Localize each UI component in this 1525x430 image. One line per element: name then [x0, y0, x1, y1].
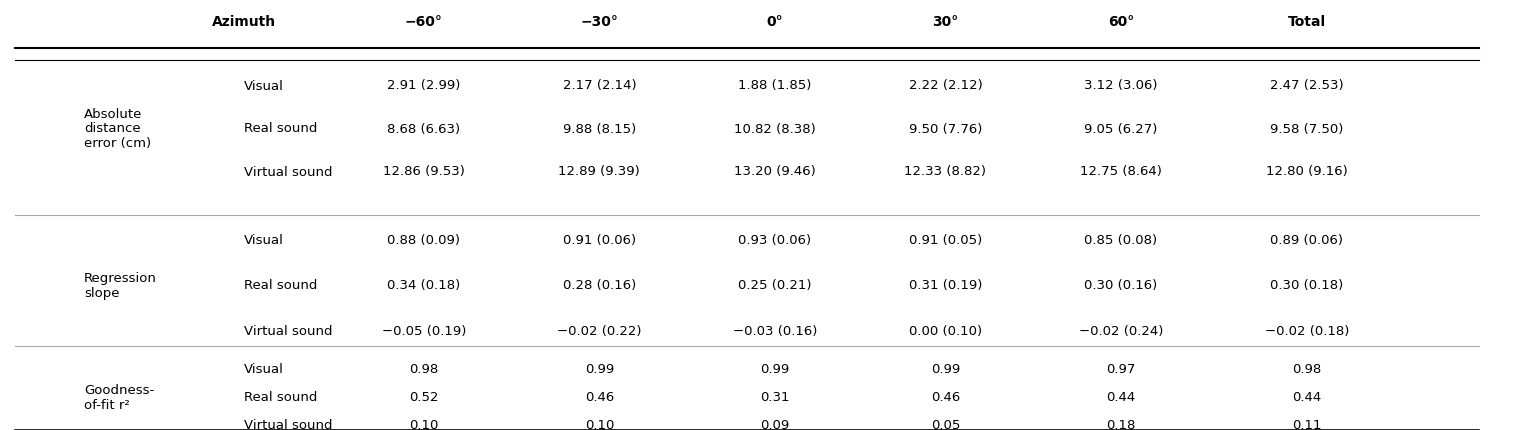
Text: Real sound: Real sound [244, 391, 317, 404]
Text: 0.85 (0.08): 0.85 (0.08) [1084, 234, 1157, 247]
Text: 0.30 (0.16): 0.30 (0.16) [1084, 280, 1157, 292]
Text: Total: Total [1287, 15, 1325, 29]
Text: Absolute
distance
error (cm): Absolute distance error (cm) [84, 108, 151, 150]
Text: Visual: Visual [244, 80, 284, 92]
Text: 0.00 (0.10): 0.00 (0.10) [909, 325, 982, 338]
Text: 2.47 (2.53): 2.47 (2.53) [1270, 80, 1344, 92]
Text: 0.05: 0.05 [930, 419, 961, 430]
Text: 0.99: 0.99 [584, 363, 615, 376]
Text: 0.91 (0.06): 0.91 (0.06) [563, 234, 636, 247]
Text: 12.75 (8.64): 12.75 (8.64) [1080, 166, 1162, 178]
Text: 2.17 (2.14): 2.17 (2.14) [563, 80, 636, 92]
Text: 12.33 (8.82): 12.33 (8.82) [904, 166, 987, 178]
Text: 0.99: 0.99 [759, 363, 790, 376]
Text: 0.91 (0.05): 0.91 (0.05) [909, 234, 982, 247]
Text: 0.25 (0.21): 0.25 (0.21) [738, 280, 811, 292]
Text: 0.10: 0.10 [584, 419, 615, 430]
Text: 0°: 0° [767, 15, 782, 29]
Text: Virtual sound: Virtual sound [244, 166, 332, 178]
Text: 0.52: 0.52 [409, 391, 439, 404]
Text: Visual: Visual [244, 363, 284, 376]
Text: −0.02 (0.24): −0.02 (0.24) [1078, 325, 1164, 338]
Text: 30°: 30° [932, 15, 959, 29]
Text: 1.88 (1.85): 1.88 (1.85) [738, 80, 811, 92]
Text: Azimuth: Azimuth [212, 15, 276, 29]
Text: 60°: 60° [1107, 15, 1135, 29]
Text: 9.58 (7.50): 9.58 (7.50) [1270, 123, 1344, 135]
Text: Goodness-
of-fit r²: Goodness- of-fit r² [84, 384, 154, 412]
Text: 0.46: 0.46 [584, 391, 615, 404]
Text: −0.02 (0.18): −0.02 (0.18) [1264, 325, 1350, 338]
Text: 9.88 (8.15): 9.88 (8.15) [563, 123, 636, 135]
Text: −0.03 (0.16): −0.03 (0.16) [732, 325, 817, 338]
Text: 3.12 (3.06): 3.12 (3.06) [1084, 80, 1157, 92]
Text: −0.05 (0.19): −0.05 (0.19) [381, 325, 467, 338]
Text: Virtual sound: Virtual sound [244, 419, 332, 430]
Text: 0.89 (0.06): 0.89 (0.06) [1270, 234, 1344, 247]
Text: 0.18: 0.18 [1106, 419, 1136, 430]
Text: 13.20 (9.46): 13.20 (9.46) [734, 166, 816, 178]
Text: 0.46: 0.46 [930, 391, 961, 404]
Text: 9.05 (6.27): 9.05 (6.27) [1084, 123, 1157, 135]
Text: 9.50 (7.76): 9.50 (7.76) [909, 123, 982, 135]
Text: 0.30 (0.18): 0.30 (0.18) [1270, 280, 1344, 292]
Text: 12.86 (9.53): 12.86 (9.53) [383, 166, 465, 178]
Text: −0.02 (0.22): −0.02 (0.22) [557, 325, 642, 338]
Text: 0.99: 0.99 [930, 363, 961, 376]
Text: Visual: Visual [244, 234, 284, 247]
Text: Virtual sound: Virtual sound [244, 325, 332, 338]
Text: 0.31 (0.19): 0.31 (0.19) [909, 280, 982, 292]
Text: 0.88 (0.09): 0.88 (0.09) [387, 234, 461, 247]
Text: 0.31: 0.31 [759, 391, 790, 404]
Text: Real sound: Real sound [244, 123, 317, 135]
Text: 10.82 (8.38): 10.82 (8.38) [734, 123, 816, 135]
Text: −60°: −60° [406, 15, 442, 29]
Text: 0.44: 0.44 [1106, 391, 1136, 404]
Text: 0.98: 0.98 [409, 363, 439, 376]
Text: 12.89 (9.39): 12.89 (9.39) [558, 166, 640, 178]
Text: 0.97: 0.97 [1106, 363, 1136, 376]
Text: 0.98: 0.98 [1292, 363, 1322, 376]
Text: 8.68 (6.63): 8.68 (6.63) [387, 123, 461, 135]
Text: 0.28 (0.16): 0.28 (0.16) [563, 280, 636, 292]
Text: 0.10: 0.10 [409, 419, 439, 430]
Text: 2.22 (2.12): 2.22 (2.12) [909, 80, 982, 92]
Text: 0.93 (0.06): 0.93 (0.06) [738, 234, 811, 247]
Text: 2.91 (2.99): 2.91 (2.99) [387, 80, 461, 92]
Text: 0.11: 0.11 [1292, 419, 1322, 430]
Text: 12.80 (9.16): 12.80 (9.16) [1266, 166, 1348, 178]
Text: 0.44: 0.44 [1292, 391, 1322, 404]
Text: Regression
slope: Regression slope [84, 272, 157, 300]
Text: 0.34 (0.18): 0.34 (0.18) [387, 280, 461, 292]
Text: 0.09: 0.09 [759, 419, 790, 430]
Text: Real sound: Real sound [244, 280, 317, 292]
Text: −30°: −30° [581, 15, 618, 29]
